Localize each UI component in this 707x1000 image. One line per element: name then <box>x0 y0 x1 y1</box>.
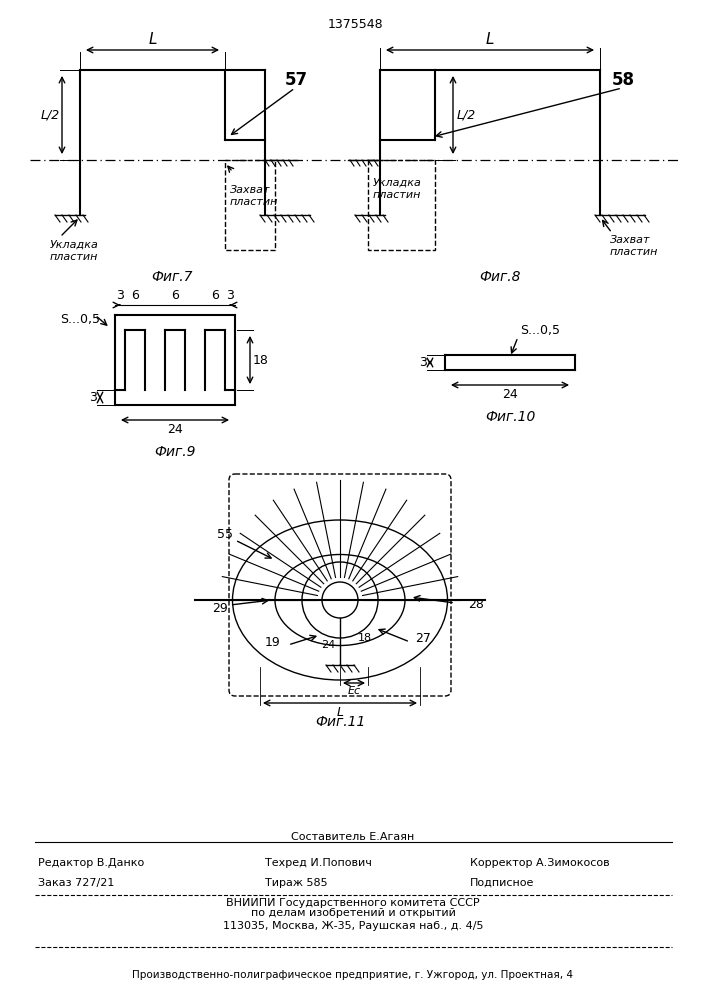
Text: 29: 29 <box>212 601 228 614</box>
Text: Редактор В.Данко: Редактор В.Данко <box>38 858 144 868</box>
Text: Техред И.Попович: Техред И.Попович <box>265 858 372 868</box>
Text: L: L <box>486 32 494 47</box>
Text: 6: 6 <box>211 289 219 302</box>
Text: 57: 57 <box>285 71 308 89</box>
Text: Захват
пластин: Захват пластин <box>610 235 658 257</box>
Text: 3: 3 <box>89 391 97 404</box>
Text: 1375548: 1375548 <box>327 18 382 31</box>
Text: Производственно-полиграфическое предприятие, г. Ужгород, ул. Проектная, 4: Производственно-полиграфическое предприя… <box>132 970 573 980</box>
Text: 19: 19 <box>264 636 280 648</box>
Text: Подписное: Подписное <box>470 878 534 888</box>
Text: ВНИИПИ Государственного комитета СССР: ВНИИПИ Государственного комитета СССР <box>226 898 480 908</box>
Text: Захват
пластин: Захват пластин <box>230 185 279 207</box>
Text: 28: 28 <box>468 598 484 611</box>
Text: L/2: L/2 <box>457 108 477 121</box>
Bar <box>225 160 275 250</box>
Text: 18: 18 <box>253 354 269 366</box>
Text: 58: 58 <box>612 71 635 89</box>
Text: 6: 6 <box>171 289 179 302</box>
Text: L: L <box>337 706 344 719</box>
Text: Ec: Ec <box>347 686 361 696</box>
Text: Заказ 727/21: Заказ 727/21 <box>38 878 115 888</box>
Text: Фиг.9: Фиг.9 <box>154 445 196 459</box>
Text: 24: 24 <box>167 423 183 436</box>
Text: 113035, Москва, Ж-35, Раушская наб., д. 4/5: 113035, Москва, Ж-35, Раушская наб., д. … <box>223 921 484 931</box>
Text: Фиг.10: Фиг.10 <box>485 410 535 424</box>
Text: Фиг.7: Фиг.7 <box>152 270 193 284</box>
Text: 3: 3 <box>226 289 234 302</box>
Text: 27: 27 <box>415 632 431 645</box>
Text: 3: 3 <box>419 356 427 369</box>
Text: Корректор А.Зимокосов: Корректор А.Зимокосов <box>470 858 609 868</box>
Text: 18: 18 <box>358 633 372 643</box>
Text: Укладка
пластин: Укладка пластин <box>373 178 422 200</box>
Text: 55: 55 <box>217 528 233 542</box>
Text: L: L <box>148 32 157 47</box>
Text: 24: 24 <box>502 388 518 401</box>
Text: по делам изобретений и открытий: по делам изобретений и открытий <box>250 908 455 918</box>
Text: 6: 6 <box>131 289 139 302</box>
Text: Фиг.8: Фиг.8 <box>479 270 521 284</box>
Text: S...0,5: S...0,5 <box>520 324 560 337</box>
Text: 3: 3 <box>116 289 124 302</box>
Text: S...0,5: S...0,5 <box>60 314 100 326</box>
Text: Фиг.11: Фиг.11 <box>315 715 366 729</box>
Text: L/2: L/2 <box>41 108 60 121</box>
Text: Тираж 585: Тираж 585 <box>265 878 327 888</box>
Text: Укладка
пластин: Укладка пластин <box>50 240 99 262</box>
Text: 24: 24 <box>321 640 335 650</box>
Bar <box>368 160 435 250</box>
Text: Составитель Е.Агаян: Составитель Е.Агаян <box>291 832 414 842</box>
